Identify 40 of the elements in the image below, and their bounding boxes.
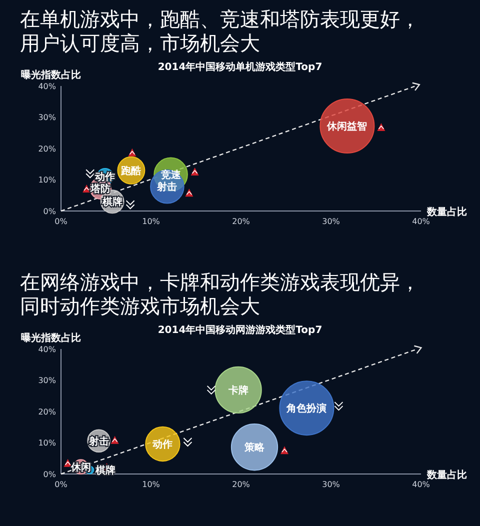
x-tick-label: 0% <box>54 217 68 226</box>
series-label: 动作 <box>152 438 173 450</box>
chart-subtitle: 2014年中国移动网游游戏类型Top7 <box>158 324 322 336</box>
series-label: 休闲益智 <box>326 120 368 132</box>
x-tick-label: 30% <box>322 217 340 226</box>
x-axis-title: 数量占比 <box>426 206 467 218</box>
series-label: 策略 <box>244 442 266 454</box>
chart-title: 在网络游戏中，卡牌和动作类游戏表现优异，同时动作类游戏市场机会大 <box>20 270 420 318</box>
series-label: 棋牌 <box>94 464 116 476</box>
y-tick-label: 10% <box>38 176 56 185</box>
y-tick-label: 40% <box>38 344 56 354</box>
y-tick-label: 20% <box>38 407 56 416</box>
y-tick-label: 0% <box>43 470 56 479</box>
series-label: 角色扮演 <box>286 402 327 415</box>
series-label: 塔防 <box>90 183 111 195</box>
series-label: 竞速 <box>160 168 182 181</box>
series-label: 跑酷 <box>120 164 142 177</box>
chart-title: 在单机游戏中，跑酷、竞速和塔防表现更好，用户认可度高，市场机会大 <box>20 7 420 55</box>
y-axis-title: 曝光指数占比 <box>21 69 81 81</box>
series-label: 射击 <box>88 435 109 448</box>
y-tick-label: 30% <box>38 376 56 386</box>
x-tick-label: 40% <box>412 217 430 226</box>
x-tick-label: 20% <box>232 480 250 489</box>
y-tick-label: 0% <box>43 206 56 216</box>
x-axis-title: 数量占比 <box>426 469 467 481</box>
x-tick-label: 10% <box>142 217 160 226</box>
x-tick-label: 20% <box>232 217 250 226</box>
y-tick-label: 40% <box>38 82 56 91</box>
series-label: 棋牌 <box>101 196 122 208</box>
y-tick-label: 30% <box>38 113 56 122</box>
x-tick-label: 40% <box>412 480 430 489</box>
y-tick-label: 10% <box>38 438 56 448</box>
series-label: 射击 <box>156 181 178 194</box>
y-tick-label: 20% <box>38 144 56 154</box>
x-tick-label: 0% <box>54 480 68 489</box>
chart-subtitle: 2014年中国移动单机游戏类型Top7 <box>158 61 322 73</box>
x-tick-label: 30% <box>322 480 340 489</box>
x-tick-label: 10% <box>142 480 160 489</box>
series-label: 卡牌 <box>227 384 248 396</box>
y-axis-title: 曝光指数占比 <box>21 332 81 344</box>
